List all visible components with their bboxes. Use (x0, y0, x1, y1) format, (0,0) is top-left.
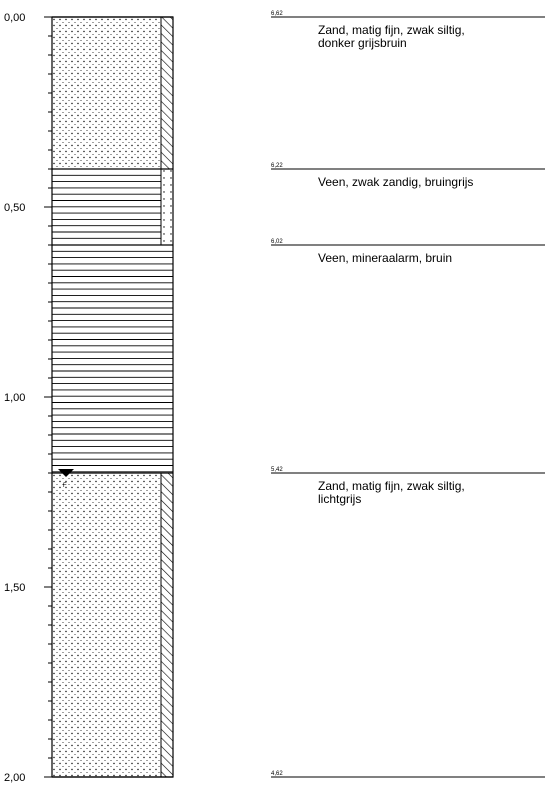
groundwater-marker: F (58, 469, 74, 489)
layer-description-1: 6,62 Zand, matig fijn, zwak siltig,donker… (271, 11, 545, 50)
description-line: lichtgrijs (318, 492, 361, 506)
layer-description-2: 6,22 Veen, zwak zandig, bruingrijs (271, 163, 545, 189)
description-line: donker grijsbruin (318, 36, 407, 50)
lithology-layer-3 (52, 244, 173, 473)
sand-fill (52, 473, 161, 777)
side-strip-dots (160, 168, 174, 246)
depth-label: 0,00 (4, 12, 25, 24)
description-line: Veen, mineraalarm, bruin (318, 251, 452, 265)
sand-fill (52, 17, 161, 169)
depth-label: 1,00 (4, 392, 25, 404)
groundwater-label: F (63, 483, 67, 489)
lithology-column (51, 16, 174, 778)
depth-label: 2,00 (4, 772, 25, 784)
peat-fill (52, 245, 161, 473)
description-line: Veen, zwak zandig, bruingrijs (318, 175, 473, 189)
layer-description-3: 6,02 Veen, mineraalarm, bruin (271, 239, 545, 265)
lithology-layer-2 (52, 168, 173, 245)
description-line: Zand, matig fijn, zwak siltig, (318, 479, 465, 493)
side-strip-hatch (160, 472, 174, 778)
lithology-layer-1 (52, 16, 173, 169)
depth-axis: 0,00 0,50 1,00 1,50 2,00 (4, 12, 53, 784)
level-label: 6,02 (271, 239, 283, 245)
level-label: 5,42 (271, 467, 283, 473)
side-strip (160, 16, 174, 778)
lithology-layer-4 (52, 472, 173, 777)
groundwater-triangle-icon (58, 469, 74, 477)
level-label: 6,62 (271, 11, 283, 17)
bottom-level-label: 4,62 (271, 771, 283, 777)
layer-description-4: 5,42 Zand, matig fijn, zwak siltig,lichtg… (271, 467, 545, 506)
description-line: Zand, matig fijn, zwak siltig, (318, 23, 465, 37)
depth-label: 0,50 (4, 202, 25, 214)
side-strip-hatch (160, 16, 174, 170)
depth-label: 1,50 (4, 582, 25, 594)
level-label: 6,22 (271, 163, 283, 169)
